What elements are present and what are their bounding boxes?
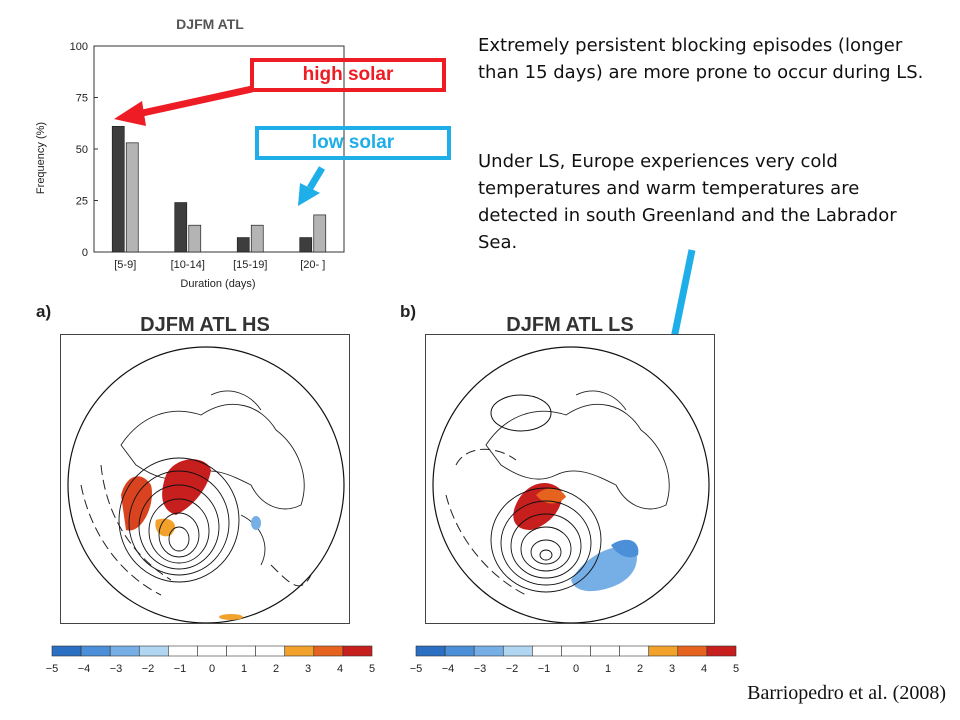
bar-high-solar-3 bbox=[299, 237, 313, 253]
colorbar-segment bbox=[313, 645, 344, 657]
map-hs-drawing bbox=[67, 346, 345, 623]
x-tick-label: [20- ] bbox=[300, 259, 325, 271]
colorbar-segment bbox=[80, 645, 111, 657]
bar-high-solar-0 bbox=[111, 125, 125, 253]
colorbar-segment bbox=[415, 645, 446, 657]
panel-a-title: DJFM ATL HS bbox=[140, 314, 270, 336]
chart-bars bbox=[111, 125, 327, 253]
colorbar-tick-label: 1 bbox=[605, 663, 611, 675]
colorbar-segment bbox=[226, 645, 256, 657]
colorbar-segment bbox=[706, 645, 737, 657]
bar-low-solar-2 bbox=[250, 224, 264, 253]
colorbar-segment bbox=[590, 645, 620, 657]
colorbar-segment bbox=[284, 645, 315, 657]
x-tick-label: [15-19] bbox=[233, 259, 267, 271]
colorbar-tick-label: −1 bbox=[538, 663, 551, 675]
colorbar-segment bbox=[677, 645, 708, 657]
colorbar-tick-label: 2 bbox=[273, 663, 279, 675]
colorbar-tick-label: −2 bbox=[142, 663, 155, 675]
x-tick-label: [5-9] bbox=[114, 259, 136, 271]
map-ls bbox=[425, 334, 715, 624]
colorbar-tick-label: 5 bbox=[733, 663, 739, 675]
colorbar-hs: −5 −4 −3 −2 −1 0 1 2 3 4 5 bbox=[46, 645, 375, 675]
bar-high-solar-2 bbox=[236, 237, 250, 253]
colorbar-tick-label: −2 bbox=[506, 663, 519, 675]
x-axis-label: Duration (days) bbox=[180, 278, 255, 290]
colorbar-tick-label: −1 bbox=[174, 663, 187, 675]
bar-high-solar-1 bbox=[174, 202, 188, 253]
bar-low-solar-3 bbox=[313, 214, 327, 253]
map-hs bbox=[60, 334, 350, 624]
bar-low-solar-1 bbox=[188, 224, 202, 253]
bar-low-solar-0 bbox=[125, 142, 139, 253]
colorbar-tick-label: 4 bbox=[337, 663, 343, 675]
colorbar-tick-label: 0 bbox=[209, 663, 215, 675]
chart-title: DJFM ATL bbox=[176, 16, 244, 32]
colorbar-tick-label: −3 bbox=[110, 663, 123, 675]
colorbar-segment bbox=[619, 645, 650, 657]
map-ls-drawing bbox=[432, 346, 710, 623]
colorbar-segment bbox=[138, 645, 169, 657]
colorbar-segment bbox=[255, 645, 286, 657]
warm-anomaly-ls bbox=[513, 482, 566, 530]
colorbar-ls: −5 −4 −3 −2 −1 0 1 2 3 4 5 bbox=[410, 645, 739, 675]
colorbar-tick-label: 3 bbox=[669, 663, 675, 675]
colorbar-tick-label: 5 bbox=[369, 663, 375, 675]
citation: Barriopedro et al. (2008) bbox=[747, 682, 946, 704]
panel-b-title: DJFM ATL LS bbox=[506, 314, 634, 336]
colorbar-tick-label: 0 bbox=[573, 663, 579, 675]
colorbar-tick-label: 4 bbox=[701, 663, 707, 675]
y-tick-label: 0 bbox=[82, 247, 88, 259]
colorbar-segment bbox=[532, 645, 562, 657]
chart-ticks: 0 25 50 75 100 [5-9] [10-14] [15-19] [20- ] bbox=[70, 41, 326, 271]
colorbar-tick-label: −4 bbox=[442, 663, 455, 675]
paragraph-europe-temperatures: Under LS, Europe experiences very cold t… bbox=[478, 151, 897, 253]
y-tick-label: 50 bbox=[76, 144, 88, 156]
colorbar-segment bbox=[648, 645, 679, 657]
colorbar-tick-label: −4 bbox=[78, 663, 91, 675]
low-solar-label: low solar bbox=[255, 126, 451, 160]
colorbar-tick-label: 3 bbox=[305, 663, 311, 675]
y-tick-label: 100 bbox=[70, 41, 88, 53]
colorbar-tick-label: −5 bbox=[46, 663, 59, 675]
colorbar-segment bbox=[444, 645, 475, 657]
colorbar-segment bbox=[473, 645, 504, 657]
colorbar-tick-label: 2 bbox=[637, 663, 643, 675]
warm-anomaly-hs bbox=[121, 459, 211, 537]
colorbar-segment bbox=[561, 645, 591, 657]
x-tick-label: [10-14] bbox=[171, 259, 205, 271]
panel-b-letter: b) bbox=[400, 302, 417, 321]
colorbar-segment bbox=[197, 645, 227, 657]
colorbar-segment bbox=[342, 645, 373, 657]
paragraph-persistent-blocking: Extremely persistent blocking episodes (… bbox=[478, 35, 924, 83]
bar-chart: 0 25 50 75 100 [5-9] [10-14] [15-19] [20- ] Freq… bbox=[35, 41, 345, 290]
panel-a-letter: a) bbox=[36, 302, 52, 321]
colorbar-segment bbox=[109, 645, 140, 657]
high-solar-label: high solar bbox=[250, 58, 446, 92]
colorbar-segment bbox=[168, 645, 198, 657]
colorbar-segment bbox=[51, 645, 82, 657]
y-tick-label: 75 bbox=[76, 93, 88, 105]
colorbar-tick-label: −3 bbox=[474, 663, 487, 675]
y-tick-label: 25 bbox=[76, 196, 88, 208]
colorbar-tick-label: 1 bbox=[241, 663, 247, 675]
colorbar-tick-label: −5 bbox=[410, 663, 423, 675]
contours-ls bbox=[490, 487, 602, 593]
red-arrow bbox=[114, 85, 253, 126]
y-axis-label: Frequency (%) bbox=[35, 122, 47, 194]
blue-arrow-chart bbox=[298, 166, 326, 206]
contours-hs bbox=[118, 457, 240, 583]
colorbar-segment bbox=[502, 645, 533, 657]
cold-anomaly-ls bbox=[571, 539, 639, 592]
